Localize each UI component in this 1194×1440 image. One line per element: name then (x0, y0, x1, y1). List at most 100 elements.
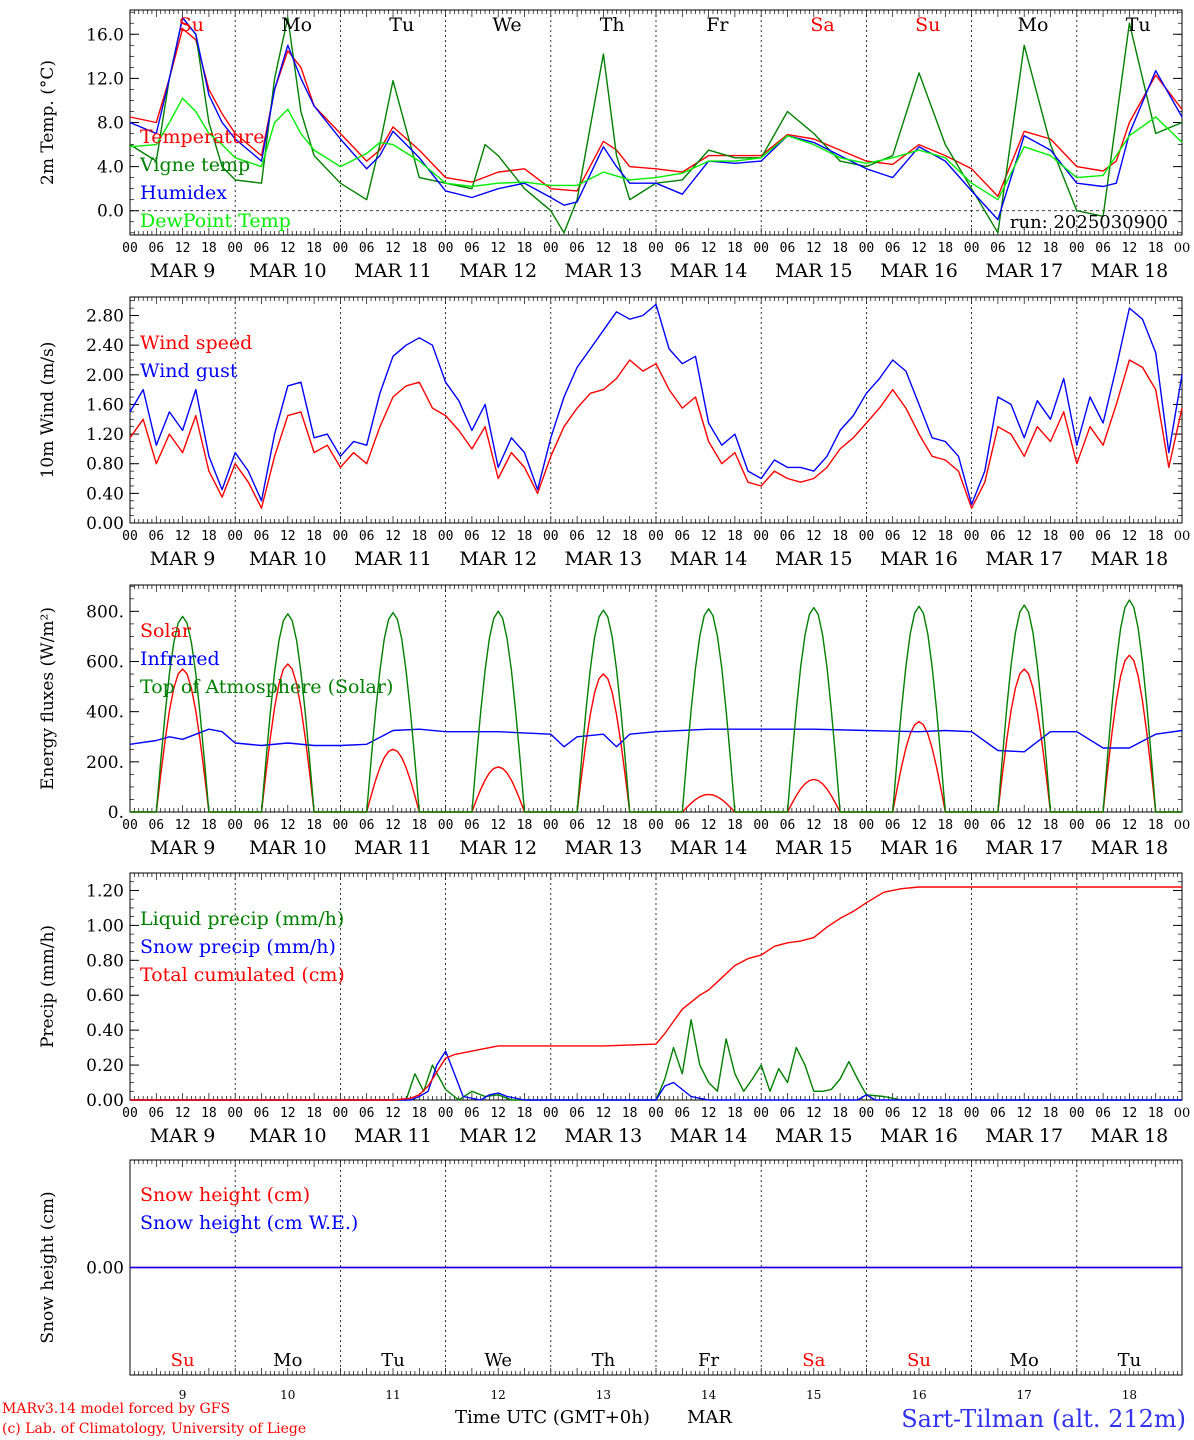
y-axis-label: Snow height (cm) (38, 1191, 58, 1343)
panel-3: 0. 200. 400. 600. 800. Energy fluxes (W/m²) So… (38, 584, 1190, 859)
hour-tick-label: 06 (1095, 818, 1111, 833)
hour-tick-label: 06 (990, 1106, 1006, 1121)
hour-tick-label: 06 (780, 818, 796, 833)
hour-tick-label: 00 (122, 529, 138, 544)
day-name-bottom: Th (592, 1350, 616, 1371)
hour-tick-label: 00 (438, 1106, 454, 1121)
day-name-bottom: Fr (698, 1350, 719, 1371)
y-tick-label: 800. (86, 602, 124, 622)
run-label: run: 2025030900 (1010, 212, 1168, 233)
legend-entry: Snow precip (mm/h) (140, 936, 336, 958)
series-dewpoint-temp (129, 97, 1183, 201)
date-label: MAR 10 (249, 837, 327, 859)
hour-tick-label: 00 (859, 529, 875, 544)
hour-tick-label: 12 (280, 241, 296, 256)
hour-tick-label: 00 (333, 241, 349, 256)
legend-entry: Temperature (140, 126, 264, 148)
hour-tick-label: 12 (385, 818, 401, 833)
date-number: 14 (701, 1388, 717, 1402)
date-label: MAR 16 (880, 260, 958, 282)
legend-entry: Snow height (cm) (140, 1184, 310, 1206)
series-wind-gust (129, 303, 1183, 506)
hour-tick-label: 12 (490, 818, 506, 833)
y-tick-label: 1.60 (86, 395, 124, 415)
hour-tick-label: 12 (701, 818, 717, 833)
legend-entry: Total cumulated (cm) (140, 964, 345, 986)
legend-entry: DewPoint Temp (140, 210, 291, 232)
hour-tick-label: 06 (885, 241, 901, 256)
hour-tick-label: 18 (411, 818, 427, 833)
date-label: MAR 17 (985, 548, 1063, 570)
hour-tick-label: 18 (937, 818, 953, 833)
y-tick-label: 0.00 (86, 1091, 124, 1111)
date-label: MAR 15 (775, 1125, 853, 1147)
panel-2: 0.00 0.40 0.80 1.20 1.60 2.00 2.40 2.80 10m Wind… (38, 296, 1190, 570)
hour-tick-label: 18 (622, 241, 638, 256)
hour-tick-label: 12 (596, 529, 612, 544)
date-number: 11 (385, 1388, 400, 1402)
hour-tick-label: 06 (254, 1106, 270, 1121)
hour-tick-label: 06 (359, 529, 375, 544)
hour-tick-label: 00 (1069, 818, 1085, 833)
date-label: MAR 12 (459, 837, 537, 859)
hour-tick-label: 18 (1148, 529, 1164, 544)
hour-tick-label: 18 (832, 241, 848, 256)
day-name-bottom: Sa (802, 1350, 825, 1371)
hour-tick-label: 00 (122, 1106, 138, 1121)
y-axis-label: Energy fluxes (W/m²) (38, 607, 58, 790)
day-name-bottom: Mo (273, 1350, 302, 1371)
panel-5: 0.00 Snow height (cm) Snow height (cm) Snow… (38, 1159, 1183, 1402)
hour-tick-label: 00 (753, 241, 769, 256)
legend-entry: Wind gust (140, 360, 238, 382)
hour-tick-label: 00 (648, 1106, 664, 1121)
y-tick-label: 600. (86, 653, 124, 673)
hour-tick-label: 12 (385, 1106, 401, 1121)
hour-tick-label: 18 (622, 1106, 638, 1121)
hour-tick-label: 00 (1069, 529, 1085, 544)
hour-tick-label: 00 (543, 1106, 559, 1121)
hour-tick-label: 12 (175, 818, 191, 833)
day-name-top: Fr (706, 14, 729, 36)
y-tick-label: 0.20 (86, 1056, 124, 1076)
footer-model-line: MARv3.14 model forced by GFS (2, 1401, 230, 1417)
hour-tick-label: 18 (201, 529, 217, 544)
hour-tick-label: 18 (411, 241, 427, 256)
hour-tick-label: 00 (964, 1106, 980, 1121)
legend-entry: Solar (140, 620, 192, 642)
date-label: MAR 11 (354, 260, 432, 282)
hour-tick-label: 00 (543, 818, 559, 833)
hour-tick-label: 12 (1122, 241, 1138, 256)
hour-tick-label: 06 (780, 529, 796, 544)
date-label: MAR 11 (354, 1125, 432, 1147)
hour-tick-label: 00 (333, 529, 349, 544)
hour-tick-label: 12 (911, 818, 927, 833)
date-label: MAR 17 (985, 1125, 1063, 1147)
hour-tick-label: 12 (175, 241, 191, 256)
y-tick-label: 0.40 (86, 484, 124, 504)
y-tick-label: 0. (108, 803, 124, 823)
hour-tick-label: 18 (517, 818, 533, 833)
hour-tick-label: 18 (1148, 818, 1164, 833)
date-label: MAR 14 (670, 1125, 748, 1147)
y-tick-label: 0.80 (86, 455, 124, 475)
date-label: MAR 9 (150, 837, 216, 859)
series-infrared (129, 728, 1183, 753)
hour-tick-label: 06 (464, 1106, 480, 1121)
hour-tick-label: 06 (674, 241, 690, 256)
hour-tick-label: 00 (333, 818, 349, 833)
series-liquid-precip-mm-h- (130, 1019, 1182, 1101)
hour-tick-label: 18 (832, 1106, 848, 1121)
hour-tick-label: 06 (569, 241, 585, 256)
hour-tick-label: 18 (727, 1106, 743, 1121)
day-name-top: Su (915, 14, 940, 36)
day-name-top: Su (179, 14, 204, 36)
date-label: MAR 14 (670, 837, 748, 859)
day-name-top: Th (600, 14, 625, 36)
hour-tick-label: 00 (753, 1106, 769, 1121)
day-name-top: Tu (1126, 14, 1151, 36)
hour-tick-label: 18 (937, 1106, 953, 1121)
date-label: MAR 16 (880, 1125, 958, 1147)
y-tick-label: 16.0 (86, 25, 124, 45)
y-tick-label: 0.60 (86, 986, 124, 1006)
hour-tick-label: 18 (622, 818, 638, 833)
